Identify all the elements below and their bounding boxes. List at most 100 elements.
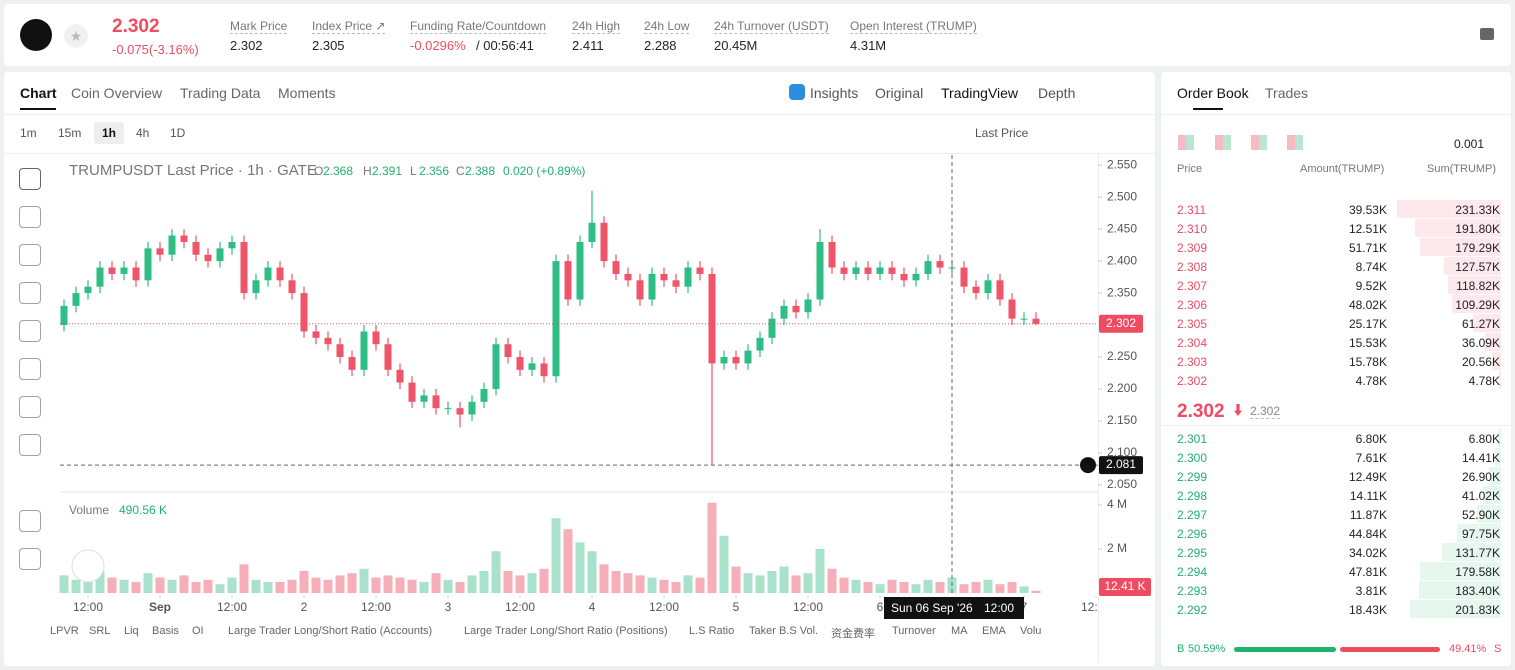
order-price[interactable]: 2.300 [1177, 451, 1208, 465]
order-amount: 3.81K [1355, 584, 1387, 598]
indicator-tab[interactable]: Basis [152, 625, 179, 637]
indicator-tab[interactable]: 资金费率 [831, 628, 875, 640]
indicator-tab[interactable]: LPVR [50, 625, 79, 637]
depth-bar [1491, 352, 1501, 370]
volume-bar [575, 542, 585, 593]
volume-bar [755, 575, 765, 593]
indicator-tab[interactable]: OI [192, 625, 204, 637]
indicator-tab[interactable]: EMA [982, 625, 1006, 637]
order-price[interactable]: 2.308 [1177, 260, 1208, 274]
order-price[interactable]: 2.304 [1177, 336, 1208, 350]
order-price[interactable]: 2.311 [1177, 203, 1207, 217]
indicator-tab[interactable]: L.S Ratio [689, 625, 735, 637]
order-price[interactable]: 2.299 [1177, 470, 1208, 484]
ohlc-value: 2.356 [419, 164, 450, 178]
indicator-tab[interactable]: MA [951, 625, 968, 637]
order-price[interactable]: 2.293 [1177, 584, 1208, 598]
order-sum: 97.75K [1461, 527, 1500, 541]
order-price[interactable]: 2.306 [1177, 298, 1208, 312]
candle-body [888, 267, 896, 274]
order-price[interactable]: 2.303 [1177, 355, 1208, 369]
interval-button[interactable]: 1m [20, 126, 37, 140]
indicator-tab[interactable]: SRL [89, 625, 111, 637]
order-sum: 179.29K [1455, 241, 1500, 255]
chart-tab[interactable]: Trading Data [180, 85, 261, 101]
order-price[interactable]: 2.296 [1177, 527, 1208, 541]
view-tab[interactable]: Insights [810, 85, 859, 101]
volume-bar [887, 579, 897, 593]
interval-button[interactable]: 1D [170, 126, 186, 140]
view-tab[interactable]: Original [875, 85, 924, 101]
order-price[interactable]: 2.302 [1177, 374, 1208, 388]
interval-button[interactable]: 4h [136, 126, 150, 140]
tv-logo [71, 549, 105, 583]
draw-tool [19, 282, 41, 304]
order-price[interactable]: 2.310 [1177, 222, 1208, 236]
layout-toggle [1287, 135, 1303, 150]
candle-body [696, 267, 704, 274]
stat-value: 2.305 [312, 38, 345, 53]
y-tick-label: 2.400 [1107, 253, 1137, 267]
volume-bar [239, 564, 249, 593]
buy-ratio: 50.59% [1188, 643, 1226, 655]
candle-body [876, 267, 884, 274]
orderbook-tab[interactable]: Trades [1265, 85, 1309, 101]
indicator-tab[interactable]: Taker B.S Vol. [749, 625, 819, 637]
interval-button[interactable]: 1h [94, 122, 125, 144]
order-price[interactable]: 2.294 [1177, 565, 1208, 579]
order-sum: 109.29K [1455, 298, 1500, 312]
volume-bar [227, 577, 237, 593]
precision-select[interactable]: 0.001 [1454, 137, 1485, 151]
panel-icon[interactable] [1480, 28, 1494, 40]
favorite-star[interactable]: ★ [64, 24, 88, 48]
ohlc-value: 2.388 [465, 164, 496, 178]
order-amount: 11.87K [1349, 508, 1387, 522]
chart-tab[interactable]: Chart [20, 85, 57, 101]
volume-bar [383, 575, 393, 593]
volume-value: 490.56 K [119, 503, 168, 517]
ticker-bar [4, 4, 1511, 66]
volume-bar [299, 571, 309, 593]
divider [1098, 153, 1099, 663]
candle-body [276, 267, 284, 281]
depth-bar [1477, 505, 1501, 523]
depth-bar [1473, 314, 1501, 332]
volume-bar [875, 584, 885, 593]
order-price[interactable]: 2.297 [1177, 508, 1208, 522]
mid-price: 2.302 [1177, 401, 1225, 422]
order-price[interactable]: 2.309 [1177, 241, 1208, 255]
candle-body [204, 254, 212, 262]
indicator-tab[interactable]: Volu [1020, 625, 1042, 637]
indicator-tab[interactable]: Large Trader Long/Short Ratio (Accounts) [228, 625, 433, 637]
y-tick-label: 2.050 [1107, 477, 1137, 491]
stat-label: Open Interest (TRUMP) [850, 19, 977, 34]
volume-bar [791, 575, 801, 593]
order-price[interactable]: 2.305 [1177, 317, 1208, 331]
order-price[interactable]: 2.295 [1177, 546, 1208, 560]
candle-body [348, 357, 356, 370]
indicator-tab[interactable]: Large Trader Long/Short Ratio (Positions… [464, 625, 668, 637]
order-amount: 18.43K [1348, 603, 1387, 617]
order-price[interactable]: 2.292 [1177, 603, 1208, 617]
chart-tab[interactable]: Moments [278, 85, 336, 101]
x-tick-label: 12:00 [793, 600, 823, 614]
price-type-select[interactable]: Last Price [975, 126, 1029, 140]
order-price[interactable]: 2.307 [1177, 279, 1208, 293]
volume-bar [803, 573, 813, 593]
down-arrow [1234, 404, 1242, 416]
indicator-tab[interactable]: Turnover [892, 625, 936, 637]
order-amount: 14.11K [1349, 489, 1387, 503]
orderbook-tab[interactable]: Order Book [1177, 85, 1249, 101]
draw-tool [19, 548, 41, 570]
indicator-tab[interactable]: Liq [124, 625, 139, 637]
order-price[interactable]: 2.298 [1177, 489, 1208, 503]
x-tick-label: 12:00 [217, 600, 247, 614]
volume-bar [503, 571, 513, 593]
last-price-label: 2.302 [1106, 316, 1136, 330]
depth-bar [1420, 562, 1501, 580]
interval-button[interactable]: 15m [58, 126, 82, 140]
view-tab[interactable]: Depth [1038, 85, 1076, 101]
order-price[interactable]: 2.301 [1177, 432, 1208, 446]
view-tab[interactable]: TradingView [941, 85, 1019, 101]
chart-tab[interactable]: Coin Overview [71, 85, 163, 101]
